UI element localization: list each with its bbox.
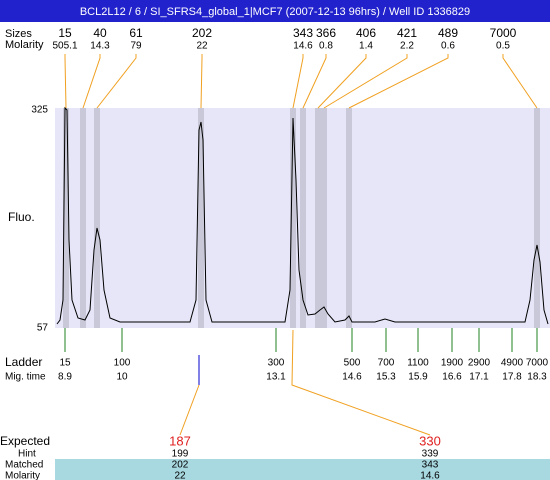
- ladder-size: 2900: [468, 358, 491, 369]
- peak-connector: [64, 54, 67, 109]
- peak-size: 343: [293, 26, 313, 40]
- matched-size: 202: [172, 460, 189, 471]
- peak-band: [198, 108, 204, 328]
- peak-connector: [292, 54, 304, 109]
- ladder-size: 500: [344, 358, 361, 369]
- ladder-time: 15.3: [376, 372, 396, 383]
- expected-size: 187: [169, 433, 191, 448]
- title: BCL2L12 / 6 / SI_SFRS4_global_1|MCF7 (20…: [80, 6, 470, 18]
- matched-molarity: 22: [174, 471, 186, 480]
- ladder-size: 7000: [526, 358, 549, 369]
- peak-band: [80, 108, 86, 328]
- peak-band: [63, 108, 69, 328]
- row-label: Molarity: [5, 39, 44, 51]
- peak-molarity: 1.4: [359, 41, 373, 52]
- ladder-time: 16.6: [442, 372, 462, 383]
- y-min-label: 57: [37, 323, 49, 334]
- ladder-time: 18.3: [527, 372, 547, 383]
- ladder-size: 300: [268, 358, 285, 369]
- peak-connector: [323, 54, 408, 109]
- ladder-size: 1900: [441, 358, 464, 369]
- row-label: Matched: [5, 460, 43, 471]
- matched-size: 343: [422, 460, 439, 471]
- peak-connector: [96, 54, 137, 109]
- peak-connector: [348, 54, 449, 109]
- peak-band: [290, 108, 296, 328]
- peak-molarity: 505.1: [52, 41, 77, 52]
- ladder-time: 13.1: [266, 372, 286, 383]
- peak-molarity: 2.2: [400, 41, 414, 52]
- peak-connector: [82, 54, 101, 109]
- peak-molarity: 0.6: [441, 41, 455, 52]
- peak-size: 40: [93, 26, 107, 40]
- peak-connector: [502, 54, 538, 109]
- peak-size: 7000: [490, 26, 517, 40]
- ladder-time: 8.9: [58, 372, 72, 383]
- ladder-time: 17.8: [502, 372, 522, 383]
- ladder-size: 15: [59, 358, 71, 369]
- row-label: Ladder: [5, 355, 42, 369]
- peak-band: [321, 108, 327, 328]
- peak-molarity: 22: [196, 41, 208, 52]
- y-max-label: 325: [31, 105, 48, 116]
- peak-size: 202: [192, 26, 212, 40]
- peak-band: [346, 108, 352, 328]
- row-label: Molarity: [5, 471, 40, 480]
- peak-molarity: 0.5: [496, 41, 510, 52]
- ladder-size: 1100: [407, 358, 429, 369]
- peak-molarity: 79: [130, 41, 142, 52]
- ladder-time: 15.9: [408, 372, 428, 383]
- expected-size: 330: [419, 433, 441, 448]
- peak-band: [94, 108, 100, 328]
- peak-size: 421: [397, 26, 417, 40]
- peak-molarity: 0.8: [319, 41, 333, 52]
- y-axis-label: Fluo.: [8, 210, 35, 224]
- peak-band: [534, 108, 540, 328]
- row-label: Expected: [0, 434, 50, 448]
- hint-size: 339: [422, 449, 439, 460]
- peak-connector: [200, 54, 203, 109]
- matched-row-bg: [55, 459, 550, 480]
- peak-molarity: 14.3: [90, 41, 110, 52]
- peak-band: [315, 108, 321, 328]
- ladder-size: 700: [378, 358, 395, 369]
- connector: [291, 329, 431, 436]
- title-bar: [0, 0, 550, 22]
- ladder-time: 10: [116, 372, 128, 383]
- peak-size: 61: [129, 26, 143, 40]
- peak-molarity: 14.6: [293, 41, 313, 52]
- connector: [179, 384, 200, 436]
- peak-band: [300, 108, 306, 328]
- peak-connector: [302, 54, 327, 109]
- ladder-size: 100: [114, 358, 131, 369]
- peak-size: 366: [316, 26, 336, 40]
- row-label: Mig. time: [5, 372, 46, 383]
- row-label: Hint: [18, 449, 36, 460]
- peak-size: 406: [356, 26, 376, 40]
- matched-molarity: 14.6: [420, 471, 440, 480]
- ladder-size: 4900: [501, 358, 524, 369]
- peak-size: 15: [58, 26, 72, 40]
- trace: [56, 106, 549, 325]
- row-label: Sizes: [5, 28, 32, 40]
- peak-connector: [317, 54, 367, 109]
- hint-size: 199: [172, 449, 189, 460]
- ladder-time: 17.1: [469, 372, 489, 383]
- peak-size: 489: [438, 26, 458, 40]
- ladder-time: 14.6: [342, 372, 362, 383]
